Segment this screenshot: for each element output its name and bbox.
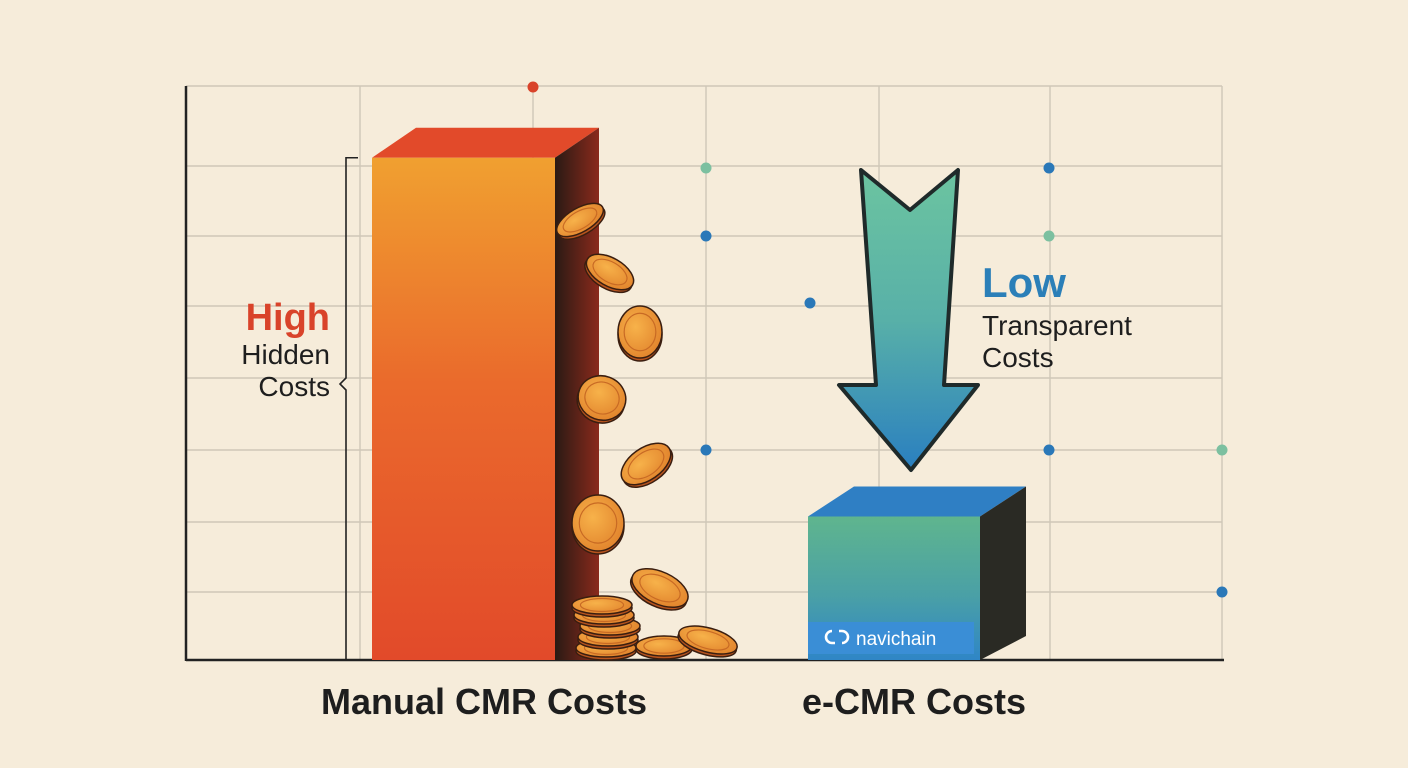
bar-manual-cmr (372, 127, 599, 660)
grid-dot (804, 297, 816, 309)
grid-dot (1043, 230, 1055, 242)
grid-dot (527, 81, 539, 93)
navichain-logo-text: navichain (856, 629, 936, 650)
bar-ecmr-side (980, 486, 1026, 660)
grid-dot (1216, 444, 1228, 456)
coin-icon (576, 375, 627, 424)
bar-manual-cmr-front (372, 157, 555, 660)
navichain-logo: navichain (808, 622, 974, 654)
grid-dot (700, 230, 712, 242)
down-arrow-icon (837, 168, 980, 472)
coin-icon (629, 567, 689, 611)
coin-icon (620, 442, 674, 488)
link-icon (824, 629, 850, 645)
hidden-label: Hidden (241, 339, 330, 370)
bar-manual-cmr-top (372, 127, 599, 158)
grid-dot (1043, 162, 1055, 174)
grid-dot (1216, 586, 1228, 598)
grid-dot (1043, 444, 1055, 456)
coin-icon (571, 494, 625, 555)
high-cost-bracket (338, 156, 358, 661)
coin-icon (571, 595, 633, 618)
coin-icon (584, 253, 635, 294)
transparent-costs-label: Costs (982, 342, 1054, 373)
high-label: High (246, 297, 330, 339)
coin-icon (617, 305, 663, 362)
falling-coins (555, 202, 738, 661)
decorative-dots (527, 81, 1228, 598)
transparent-label: Transparent (982, 310, 1132, 341)
coin-icon (635, 635, 693, 660)
category-label-ecmr: e-CMR Costs (802, 681, 1026, 722)
category-label-manual-cmr: Manual CMR Costs (321, 681, 647, 722)
bar-ecmr-top (808, 486, 1026, 517)
coin-icon (677, 625, 738, 658)
hidden-costs-label: Costs (258, 371, 330, 402)
grid-dot (700, 162, 712, 174)
low-label: Low (982, 259, 1066, 306)
grid-dot (700, 444, 712, 456)
coin-icon (555, 202, 606, 240)
